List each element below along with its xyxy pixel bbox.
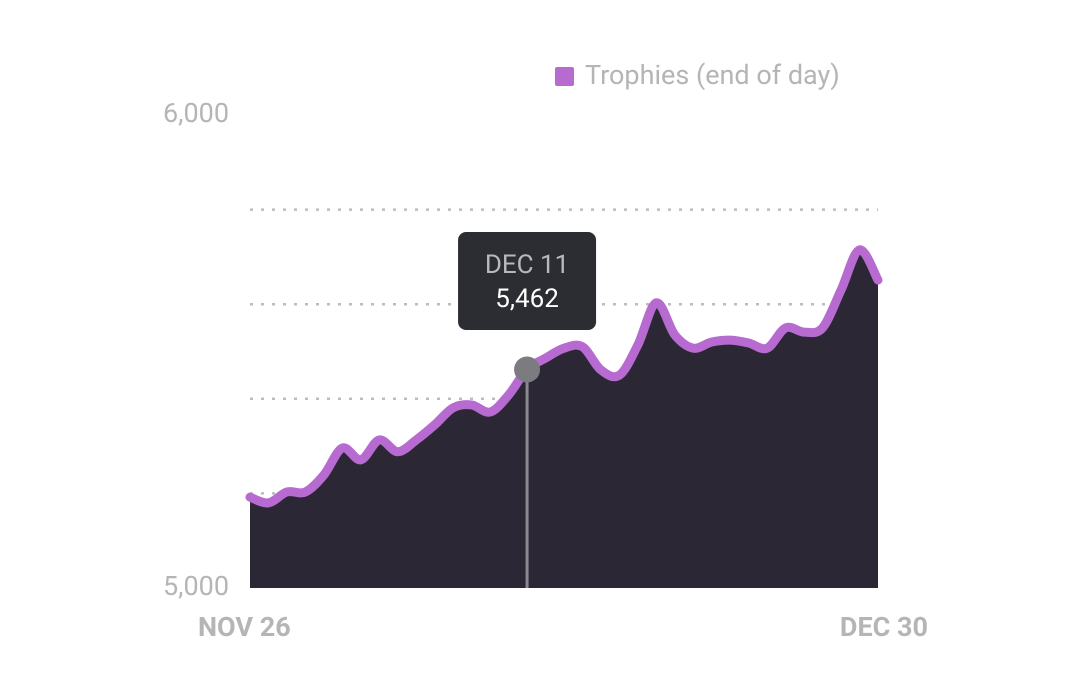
x-tick-label: DEC 30 xyxy=(840,611,928,643)
line xyxy=(245,245,883,508)
area xyxy=(250,249,878,588)
y-tick-label: 6,000 xyxy=(163,97,229,129)
tooltip-box xyxy=(458,232,597,330)
tooltip-label: DEC 11 xyxy=(485,250,569,280)
legend: Trophies (end of day) xyxy=(555,59,840,91)
tooltip-value: 5,462 xyxy=(495,284,559,314)
x-tick-label: NOV 26 xyxy=(198,611,291,643)
y-tick-label: 5,000 xyxy=(163,570,229,602)
legend-label: Trophies (end of day) xyxy=(585,59,840,91)
legend-swatch xyxy=(555,67,574,86)
tooltip-point xyxy=(514,356,541,383)
